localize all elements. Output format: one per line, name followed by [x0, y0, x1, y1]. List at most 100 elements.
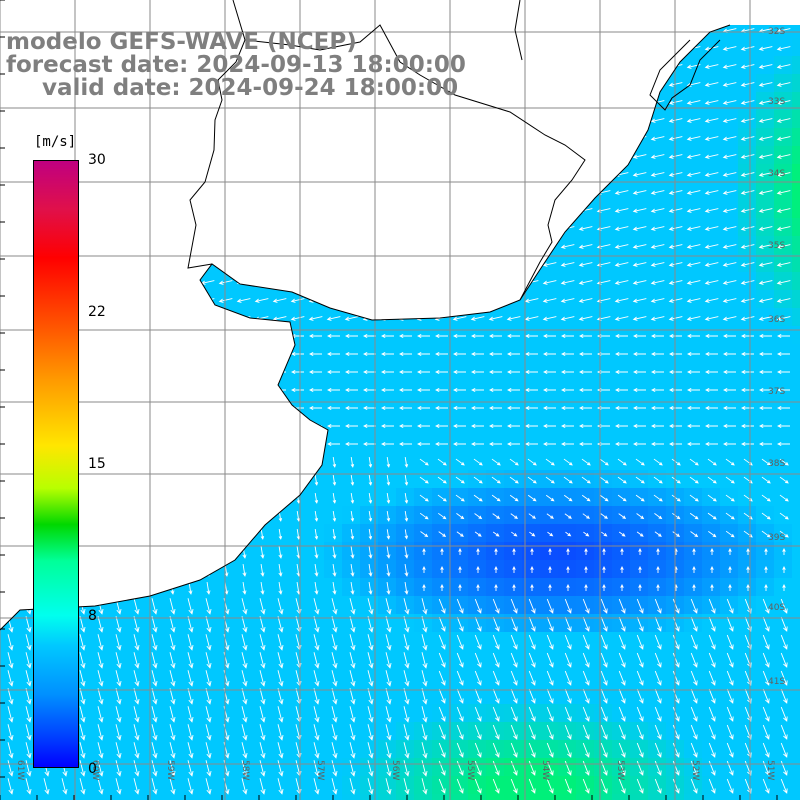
wind-arrow	[350, 528, 355, 540]
wind-arrow	[602, 584, 606, 591]
wind-arrow	[561, 405, 574, 411]
wind-arrow	[669, 369, 682, 375]
wind-arrow	[635, 494, 645, 502]
wind-arrow	[653, 458, 663, 466]
wind-arrow	[182, 208, 197, 213]
valid-date: valid date: 2024-09-24 18:00:00	[42, 75, 459, 101]
wind-arrow	[164, 244, 179, 249]
wind-arrow	[116, 492, 121, 504]
wind-arrow	[615, 423, 628, 429]
wind-arrow	[134, 456, 139, 468]
wind-arrow	[134, 492, 139, 504]
wind-arrow	[327, 387, 340, 393]
wind-arrow	[327, 405, 340, 411]
wind-arrow	[488, 226, 503, 231]
wind-arrow	[632, 316, 647, 321]
wind-arrow	[654, 742, 662, 758]
wind-arrow	[492, 531, 500, 537]
lagoon-coastline	[649, 39, 721, 111]
wind-arrow	[506, 316, 521, 321]
wind-arrow	[255, 441, 268, 447]
wind-arrow	[506, 82, 521, 87]
wind-arrow	[651, 441, 664, 447]
wind-arrow	[313, 724, 320, 741]
wind-arrow	[219, 441, 232, 447]
wind-arrow	[218, 226, 233, 231]
wind-arrow	[398, 226, 413, 231]
wind-arrow	[56, 118, 71, 123]
wind-arrow	[654, 760, 662, 776]
wind-arrow	[380, 208, 395, 213]
wind-arrow	[38, 154, 53, 159]
wind-arrow	[492, 742, 500, 758]
wind-arrow	[398, 154, 413, 159]
wind-arrow	[545, 458, 555, 466]
wind-arrow	[206, 510, 211, 522]
wind-arrow	[470, 154, 485, 159]
wind-arrow	[7, 778, 14, 795]
wind-arrow	[403, 778, 410, 795]
wind-arrow	[542, 316, 557, 321]
wind-arrow	[651, 369, 664, 375]
wind-arrow	[277, 670, 284, 687]
wind-arrow	[488, 82, 503, 87]
wind-arrow	[690, 531, 699, 538]
wind-arrow	[20, 118, 35, 123]
wind-arrow	[471, 441, 484, 447]
wind-arrow	[97, 688, 104, 705]
wind-arrow	[561, 333, 574, 339]
wind-arrow	[692, 584, 696, 591]
wind-arrow	[452, 280, 467, 285]
wind-arrow	[510, 670, 518, 686]
wind-arrow	[110, 136, 125, 141]
wind-arrow	[578, 64, 593, 69]
wind-arrow	[669, 405, 682, 411]
wind-arrow	[205, 742, 212, 759]
wind-arrow	[206, 492, 211, 504]
wind-arrow	[600, 688, 608, 704]
wind-arrow	[546, 778, 554, 794]
wind-arrow	[97, 652, 104, 669]
wind-arrow	[97, 724, 104, 741]
wind-arrow	[758, 100, 773, 105]
wind-arrow	[474, 742, 482, 758]
wind-arrow	[722, 244, 737, 249]
wind-arrow	[510, 598, 518, 614]
wind-arrow	[578, 46, 593, 51]
wind-arrow	[187, 724, 194, 741]
wind-arrow	[2, 298, 17, 303]
wind-arrow	[272, 172, 287, 177]
wind-arrow	[528, 706, 536, 722]
wind-arrow	[671, 494, 681, 502]
wind-arrow	[561, 387, 574, 393]
wind-arrow	[255, 333, 268, 339]
wind-arrow	[707, 512, 717, 520]
river-border	[187, 0, 246, 269]
wind-arrow	[776, 226, 791, 231]
wind-arrow	[651, 387, 664, 393]
wind-arrow	[255, 369, 268, 375]
wind-arrow	[183, 441, 196, 447]
wind-arrow	[2, 244, 17, 249]
wind-arrow	[80, 528, 85, 540]
wind-arrow	[579, 441, 592, 447]
wind-arrow	[2, 136, 17, 141]
wind-arrow	[686, 118, 701, 123]
wind-arrow	[134, 510, 139, 522]
wind-arrow	[242, 582, 247, 595]
wind-arrow	[456, 706, 464, 722]
wind-arrow	[97, 742, 104, 759]
wind-arrow	[362, 262, 377, 267]
wind-arrow	[332, 546, 337, 559]
wind-arrow	[582, 742, 590, 758]
wind-arrow	[277, 760, 284, 777]
wind-arrow	[7, 760, 14, 777]
wind-arrow	[344, 136, 359, 141]
wind-arrow	[169, 778, 176, 795]
wind-arrow	[615, 333, 628, 339]
wind-arrow	[237, 441, 250, 447]
wind-arrow	[671, 476, 681, 484]
wind-arrow	[722, 46, 737, 51]
wind-arrow	[560, 208, 575, 213]
